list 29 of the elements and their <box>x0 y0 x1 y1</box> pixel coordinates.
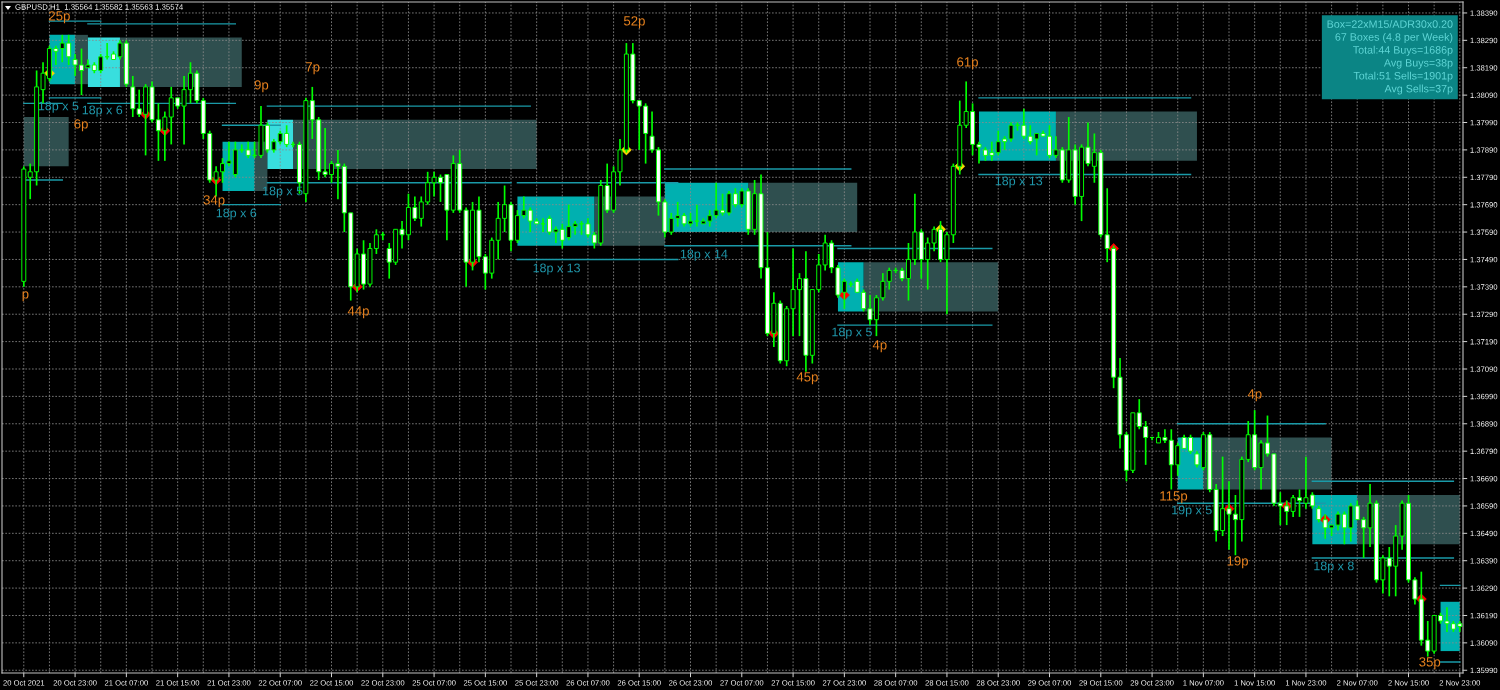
annotation: 6p <box>74 119 88 132</box>
annotation: 67 Boxes (4.8 per Week) <box>1335 32 1453 43</box>
annotation: 35p <box>1419 657 1441 670</box>
annotation: 4p <box>872 340 887 353</box>
annotation: 19p x 5 <box>1172 505 1212 517</box>
annotation: Avg Sells=37p <box>1384 84 1453 95</box>
annotation: Box=22xM15/ADR30x0.20 <box>1327 20 1453 28</box>
annotation: 18p x 13 <box>995 176 1043 188</box>
annotation: 18p x 14 <box>680 249 728 261</box>
annotation: 44p <box>347 306 369 319</box>
annotation: 18p x 8 <box>1314 561 1354 573</box>
annotation: 61p <box>957 57 978 70</box>
annotation: 34p <box>203 195 225 208</box>
annotation: p <box>22 291 29 302</box>
annotation: Total:51 Sells=1901p <box>1353 71 1453 82</box>
annotation: Total:44 Buys=1686p <box>1353 45 1453 56</box>
annotation: 18p x 6 <box>82 105 123 117</box>
annotation: Avg Buys=38p <box>1383 59 1453 69</box>
annotation: 18p x 5 <box>832 327 872 339</box>
annotation: 25p <box>49 11 70 24</box>
annotation: 4p <box>1247 389 1262 402</box>
annotation: 7p <box>305 62 320 75</box>
annotation: 52p <box>623 16 645 29</box>
annotation: 18p x 13 <box>533 263 580 275</box>
annotation: 115p <box>1160 491 1188 504</box>
annotation: 19p <box>1227 556 1248 569</box>
annotation: 45p <box>796 372 818 385</box>
annotation: 9p <box>254 80 269 93</box>
annotation: 18p x 6 <box>216 208 257 220</box>
